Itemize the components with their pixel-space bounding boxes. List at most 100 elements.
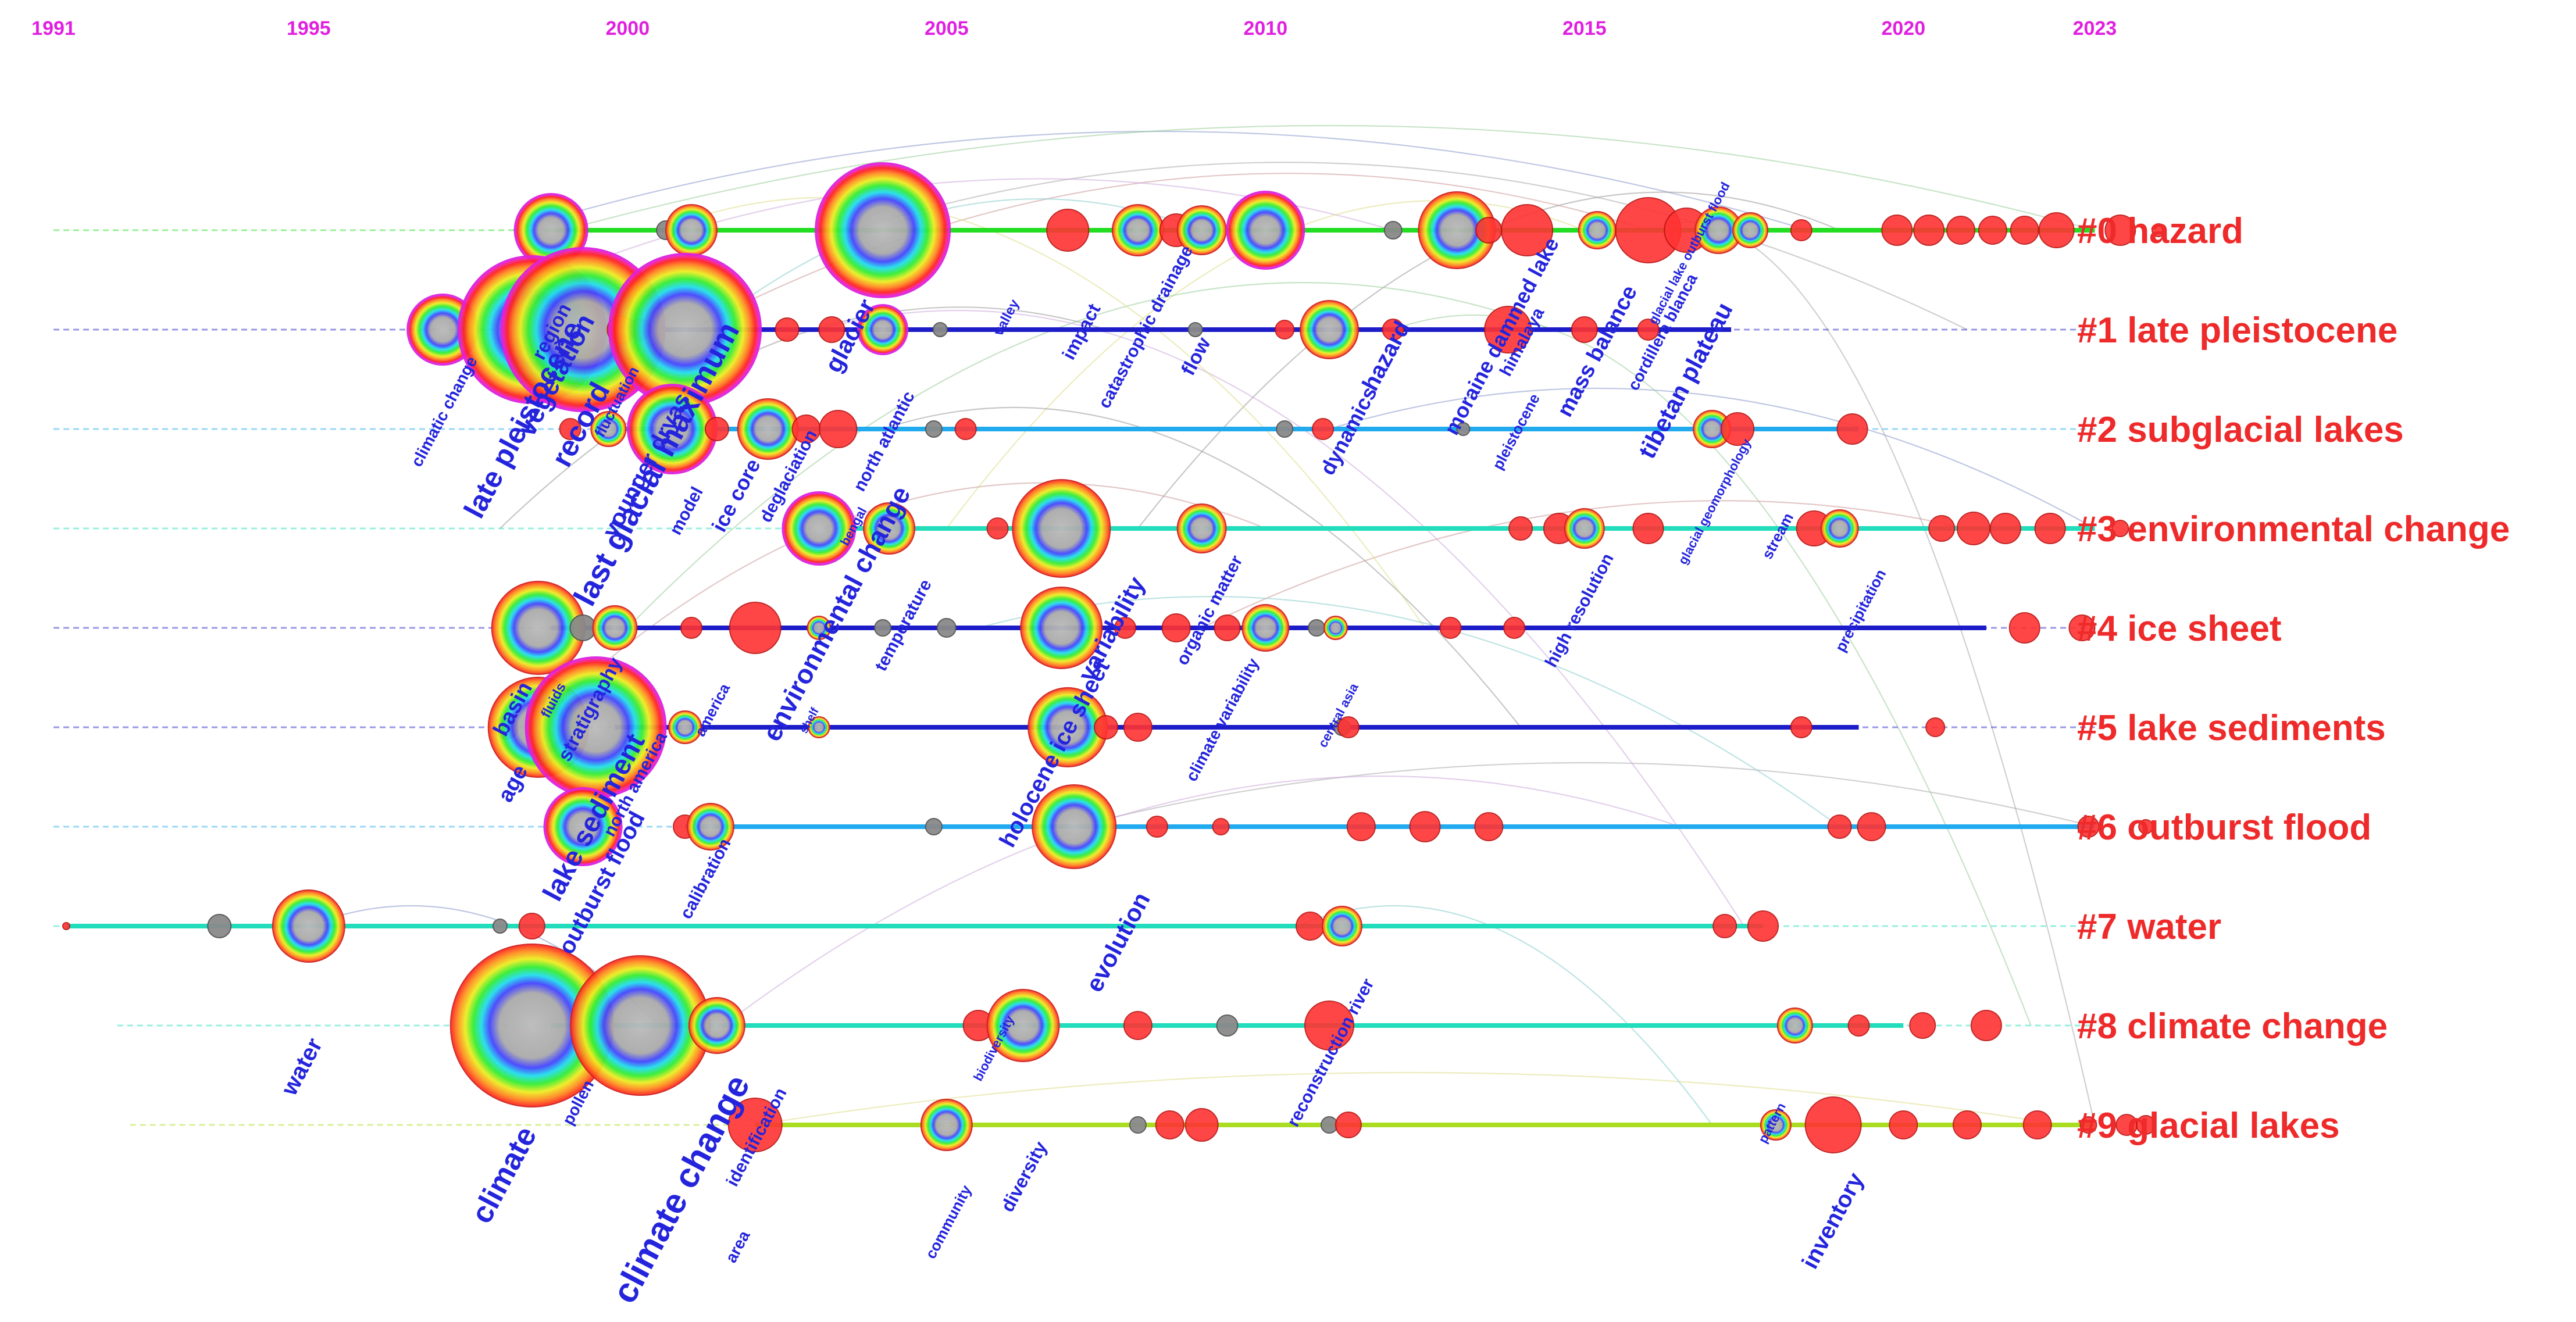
keyword-node[interactable] bbox=[1508, 516, 1533, 541]
keyword-node[interactable] bbox=[920, 1099, 973, 1151]
keyword-node[interactable] bbox=[1020, 587, 1103, 669]
keyword-node[interactable] bbox=[1146, 816, 1168, 838]
keyword-node[interactable] bbox=[925, 420, 943, 438]
keyword-node[interactable] bbox=[492, 919, 508, 934]
cluster-label[interactable]: #4 ice sheet bbox=[2077, 609, 2282, 649]
keyword-node[interactable] bbox=[1304, 1001, 1354, 1051]
cluster-label[interactable]: #1 late pleistocene bbox=[2077, 310, 2397, 351]
keyword-node[interactable] bbox=[2010, 216, 2039, 245]
cluster-label[interactable]: #8 climate change bbox=[2077, 1006, 2388, 1046]
keyword-node[interactable] bbox=[815, 162, 951, 298]
keyword-node[interactable] bbox=[1123, 1011, 1153, 1040]
keyword-node[interactable] bbox=[1114, 617, 1136, 639]
keyword-node[interactable] bbox=[665, 204, 718, 256]
keyword-node[interactable] bbox=[808, 716, 830, 738]
keyword-node[interactable] bbox=[818, 316, 845, 343]
keyword-node[interactable] bbox=[1925, 717, 1946, 737]
keyword-node[interactable] bbox=[1836, 413, 1868, 445]
keyword-node[interactable] bbox=[1439, 617, 1462, 639]
keyword-node[interactable] bbox=[1276, 420, 1294, 438]
keyword-node[interactable] bbox=[1503, 617, 1526, 639]
keyword-node[interactable] bbox=[1216, 1014, 1239, 1037]
keyword-node[interactable] bbox=[1578, 211, 1617, 249]
keyword-node[interactable] bbox=[954, 418, 977, 440]
keyword-node[interactable] bbox=[1857, 812, 1886, 841]
keyword-node[interactable] bbox=[1909, 1012, 1936, 1039]
keyword-node[interactable] bbox=[1889, 1110, 1918, 1139]
keyword-node[interactable] bbox=[1571, 316, 1598, 343]
keyword-node[interactable] bbox=[1176, 503, 1227, 553]
keyword-node[interactable] bbox=[819, 410, 858, 448]
keyword-node[interactable] bbox=[2104, 215, 2136, 246]
keyword-node[interactable] bbox=[1712, 914, 1737, 938]
keyword-node[interactable] bbox=[1321, 1116, 1338, 1134]
keyword-node[interactable] bbox=[1721, 412, 1755, 446]
keyword-node[interactable] bbox=[1847, 1014, 1870, 1037]
cluster-label[interactable]: #6 outburst flood bbox=[2077, 808, 2371, 848]
keyword-node[interactable] bbox=[1776, 1007, 1813, 1044]
keyword-node[interactable] bbox=[727, 1098, 783, 1152]
keyword-node[interactable] bbox=[1111, 204, 1164, 256]
keyword-node[interactable] bbox=[62, 922, 70, 930]
keyword-node[interactable] bbox=[2034, 513, 2066, 544]
keyword-node[interactable] bbox=[1989, 513, 2021, 544]
keyword-node[interactable] bbox=[1928, 515, 1956, 542]
keyword-node[interactable] bbox=[2138, 819, 2154, 834]
keyword-node[interactable] bbox=[207, 914, 232, 938]
keyword-node[interactable] bbox=[2022, 1110, 2052, 1139]
keyword-node[interactable] bbox=[1337, 716, 1360, 738]
keyword-node[interactable] bbox=[1474, 812, 1504, 841]
cluster-label[interactable]: #5 lake sediments bbox=[2077, 708, 2386, 748]
keyword-node[interactable] bbox=[1155, 1110, 1184, 1139]
keyword-node[interactable] bbox=[2038, 212, 2075, 248]
keyword-node[interactable] bbox=[1564, 508, 1605, 549]
keyword-node[interactable] bbox=[1346, 812, 1376, 841]
keyword-node[interactable] bbox=[1501, 204, 1554, 256]
keyword-node[interactable] bbox=[1820, 509, 1859, 548]
keyword-node[interactable] bbox=[986, 989, 1060, 1062]
keyword-node[interactable] bbox=[704, 417, 729, 441]
keyword-node[interactable] bbox=[2077, 816, 2100, 838]
keyword-node[interactable] bbox=[1913, 215, 1945, 246]
keyword-node[interactable] bbox=[1184, 1108, 1219, 1142]
cluster-label[interactable]: #0 hazard bbox=[2077, 211, 2243, 251]
keyword-node[interactable] bbox=[1456, 422, 1471, 436]
keyword-node[interactable] bbox=[2079, 1116, 2097, 1134]
keyword-node[interactable] bbox=[775, 317, 800, 342]
keyword-node[interactable] bbox=[2111, 520, 2129, 537]
keyword-node[interactable] bbox=[863, 502, 916, 555]
cluster-label[interactable]: #7 water bbox=[2077, 907, 2221, 947]
keyword-node[interactable] bbox=[272, 889, 345, 963]
keyword-node[interactable] bbox=[936, 618, 957, 638]
keyword-node[interactable] bbox=[1946, 216, 1976, 245]
keyword-node[interactable] bbox=[1214, 614, 1241, 641]
keyword-node[interactable] bbox=[1382, 319, 1404, 341]
keyword-node[interactable] bbox=[688, 997, 745, 1054]
keyword-node[interactable] bbox=[1323, 616, 1348, 640]
keyword-node[interactable] bbox=[1046, 209, 1090, 252]
keyword-node[interactable] bbox=[1312, 418, 1335, 440]
keyword-node[interactable] bbox=[2008, 612, 2040, 644]
keyword-node[interactable] bbox=[1881, 215, 1913, 246]
keyword-node[interactable] bbox=[1161, 613, 1191, 642]
keyword-node[interactable] bbox=[1760, 1109, 1792, 1141]
keyword-node[interactable] bbox=[592, 605, 638, 651]
keyword-node[interactable] bbox=[986, 517, 1009, 539]
keyword-node[interactable] bbox=[1970, 1010, 2002, 1041]
keyword-node[interactable] bbox=[668, 710, 702, 744]
keyword-node[interactable] bbox=[1632, 513, 1664, 544]
keyword-node[interactable] bbox=[559, 418, 581, 440]
keyword-node[interactable] bbox=[1012, 479, 1111, 578]
keyword-node[interactable] bbox=[686, 803, 734, 851]
keyword-node[interactable] bbox=[1475, 217, 1503, 244]
keyword-node[interactable] bbox=[874, 619, 892, 637]
keyword-node[interactable] bbox=[1212, 818, 1230, 835]
keyword-node[interactable] bbox=[1308, 619, 1326, 637]
keyword-node[interactable] bbox=[543, 787, 623, 866]
keyword-node[interactable] bbox=[569, 614, 597, 641]
keyword-node[interactable] bbox=[1732, 212, 1769, 248]
keyword-node[interactable] bbox=[1032, 784, 1117, 869]
keyword-node[interactable] bbox=[925, 818, 943, 835]
keyword-node[interactable] bbox=[1637, 319, 1660, 341]
cluster-label[interactable]: #9 glacial lakes bbox=[2077, 1106, 2340, 1146]
